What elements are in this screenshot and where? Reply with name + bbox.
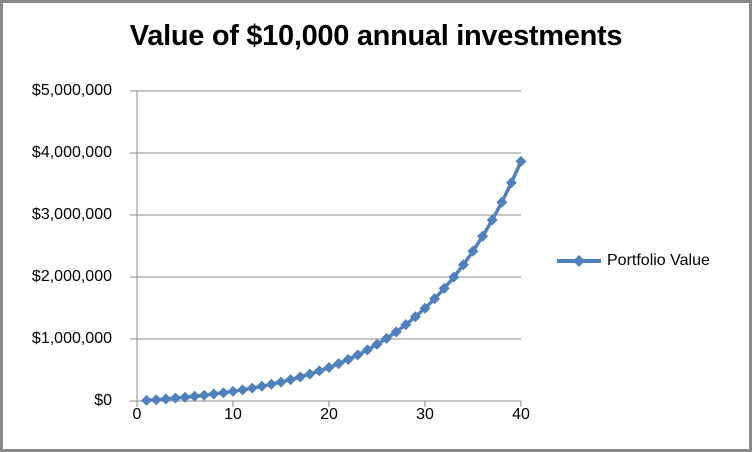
legend-diamond: [573, 255, 585, 267]
x-axis-label: 0: [132, 406, 142, 423]
chart-title: Value of $10,000 annual investments: [129, 20, 623, 52]
x-axis-label: 30: [416, 406, 434, 423]
x-axis-label: 40: [512, 406, 530, 423]
y-axis-label: $4,000,000: [31, 144, 112, 161]
plot-svg: [130, 90, 527, 407]
y-axis-label: $1,000,000: [31, 330, 112, 347]
x-axis-label: 10: [224, 406, 242, 423]
y-axis-label: $2,000,000: [31, 268, 112, 285]
legend-label: Portfolio Value: [607, 252, 710, 269]
y-axis-label: $5,000,000: [31, 82, 112, 99]
y-axis-label: $0: [94, 392, 112, 409]
legend-marker-icon: [557, 255, 601, 267]
legend: Portfolio Value: [556, 248, 710, 274]
y-axis-label: $3,000,000: [31, 206, 112, 223]
x-axis-label: 20: [320, 406, 338, 423]
